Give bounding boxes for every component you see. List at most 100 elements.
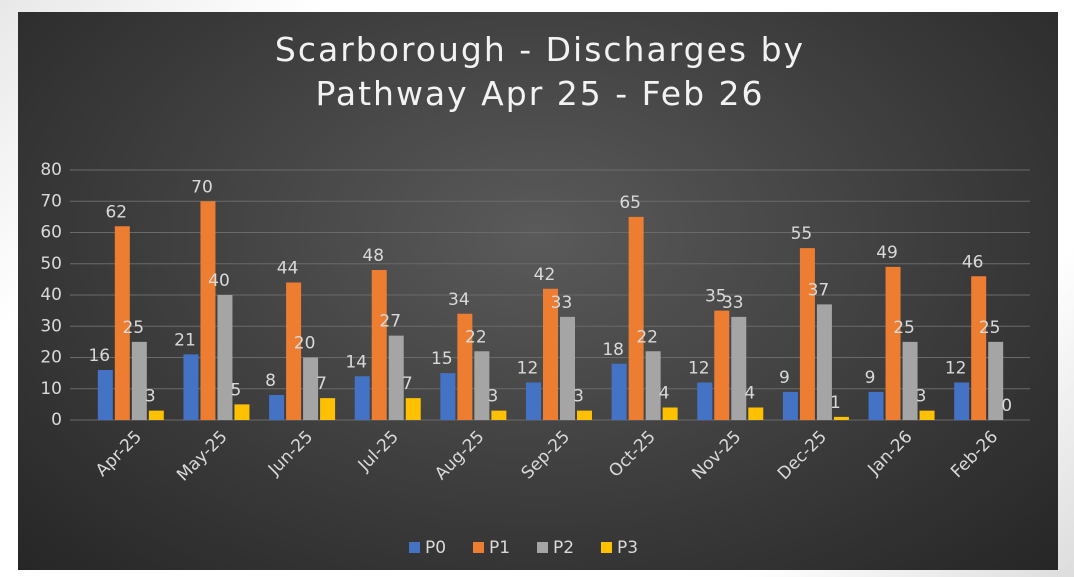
bar — [320, 398, 336, 420]
legend-swatch — [601, 542, 612, 553]
data-label: 12 — [945, 359, 967, 379]
y-tick-label: 80 — [40, 160, 62, 180]
bar — [526, 382, 541, 420]
data-label: 34 — [448, 290, 470, 310]
legend-label: P0 — [425, 538, 446, 558]
data-label: 35 — [705, 287, 727, 307]
bar — [354, 376, 370, 420]
bar — [543, 288, 558, 420]
x-tick-label: Dec-25 — [774, 427, 831, 484]
y-tick-label: 70 — [40, 191, 62, 211]
data-label: 7 — [316, 374, 327, 394]
data-label: 49 — [876, 243, 898, 263]
x-tick-label: Sep-25 — [518, 427, 574, 483]
data-label: 25 — [979, 318, 1001, 338]
bar — [868, 391, 884, 420]
data-label: 40 — [208, 271, 230, 291]
data-label: 21 — [174, 330, 196, 350]
data-label: 5 — [231, 380, 242, 400]
data-label: 48 — [362, 246, 384, 266]
bar — [902, 341, 918, 420]
data-label: 62 — [105, 202, 127, 222]
data-label: 25 — [122, 318, 144, 338]
data-label: 65 — [619, 193, 641, 213]
chart-area — [18, 12, 1058, 570]
data-label: 3 — [916, 387, 927, 407]
data-label: 44 — [277, 259, 299, 279]
x-tick-label: Jan-26 — [864, 427, 917, 480]
y-tick-label: 30 — [40, 316, 62, 336]
data-label: 22 — [465, 327, 487, 347]
bar — [799, 248, 815, 420]
data-label: 22 — [636, 327, 658, 347]
data-label: 3 — [487, 387, 498, 407]
data-label: 4 — [659, 384, 670, 404]
legend-label: P3 — [617, 538, 638, 558]
bar — [371, 270, 387, 420]
legend-label: P2 — [553, 538, 574, 558]
bar — [303, 357, 319, 420]
bar — [457, 313, 473, 420]
bar — [200, 201, 216, 420]
bar — [148, 410, 164, 420]
bar — [628, 216, 644, 420]
x-tick-label: Nov-25 — [688, 427, 745, 484]
bar — [440, 373, 456, 420]
data-label: 33 — [722, 293, 744, 313]
bar — [183, 354, 199, 420]
y-tick-label: 10 — [40, 379, 62, 399]
bar — [577, 410, 592, 420]
data-label: 4 — [744, 384, 755, 404]
data-label: 70 — [191, 177, 213, 197]
bar — [286, 282, 302, 420]
y-tick-label: 60 — [40, 223, 62, 243]
chart-title: Scarborough - Discharges by Pathway Apr … — [274, 30, 806, 113]
data-label: 12 — [688, 359, 710, 379]
y-tick-label: 20 — [40, 348, 62, 368]
bar — [816, 304, 832, 420]
bar — [269, 395, 285, 420]
bar — [782, 391, 798, 420]
bar — [697, 382, 713, 420]
bar — [491, 410, 507, 420]
bar — [954, 382, 970, 420]
data-label: 20 — [294, 334, 316, 354]
bar — [131, 341, 147, 420]
bar — [474, 351, 490, 420]
data-label: 9 — [865, 368, 876, 388]
bar — [645, 351, 661, 420]
data-label: 18 — [602, 340, 624, 360]
bar — [217, 295, 233, 420]
x-tick-label: Aug-25 — [431, 427, 488, 484]
data-label: 3 — [573, 387, 584, 407]
bar — [714, 310, 730, 420]
x-tick-label: Jun-25 — [264, 427, 317, 480]
data-label: 15 — [431, 349, 453, 369]
data-label: 9 — [779, 368, 790, 388]
data-label: 25 — [893, 318, 915, 338]
data-label: 0 — [1001, 396, 1012, 416]
bar — [748, 407, 764, 420]
bar — [833, 416, 849, 420]
data-label: 27 — [379, 312, 401, 332]
y-tick-label: 0 — [51, 410, 62, 430]
bar — [919, 410, 935, 420]
y-tick-label: 50 — [40, 254, 62, 274]
data-label: 1 — [830, 393, 841, 413]
data-label: 46 — [962, 252, 984, 272]
legend-swatch — [473, 542, 484, 553]
data-label: 42 — [534, 265, 556, 285]
data-label: 3 — [145, 387, 156, 407]
legend-label: P1 — [489, 538, 510, 558]
bar — [662, 407, 678, 420]
bar — [405, 398, 421, 420]
bar — [388, 335, 404, 420]
data-label: 16 — [88, 346, 110, 366]
bar — [97, 370, 113, 420]
data-label: 7 — [402, 374, 413, 394]
bar — [560, 316, 575, 420]
x-tick-label: Jul-25 — [354, 427, 403, 476]
x-tick-label: Feb-26 — [947, 427, 1002, 482]
bar — [611, 363, 627, 420]
data-label: 14 — [345, 352, 367, 372]
